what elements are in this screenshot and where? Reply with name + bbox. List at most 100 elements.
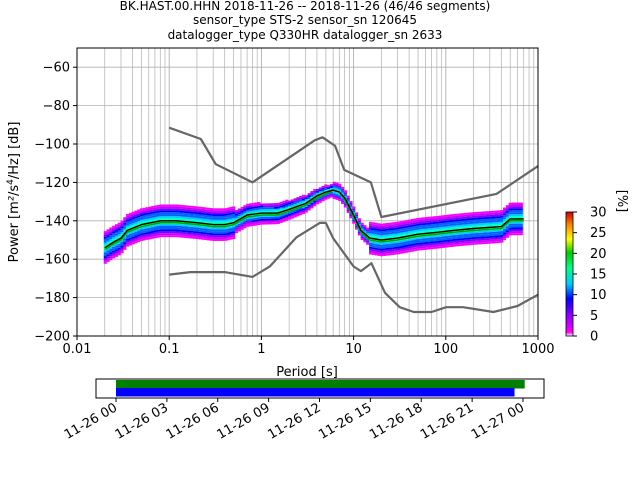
psd-heatmap-cell — [396, 240, 401, 243]
psd-heatmap-cell — [145, 214, 149, 217]
psd-heatmap-cell — [156, 212, 160, 215]
timeline-tick-label: 11-26 18 — [367, 400, 425, 442]
psd-heatmap-cell — [181, 233, 186, 236]
psd-heatmap-cell — [262, 222, 266, 225]
psd-heatmap-cell — [357, 231, 361, 234]
psd-heatmap-cell — [399, 246, 403, 248]
psd-heatmap-cell — [449, 233, 454, 236]
psd-heatmap-cell — [329, 184, 333, 187]
psd-heatmap-cell — [271, 220, 275, 223]
psd-heatmap-cell — [288, 202, 292, 205]
psd-heatmap-cell — [511, 210, 515, 213]
timeline-tick-label: 11-27 00 — [469, 400, 527, 442]
psd-heatmap-cell — [349, 202, 353, 205]
psd-heatmap-cell — [304, 197, 308, 200]
psd-heatmap-cell — [212, 239, 216, 241]
psd-heatmap-cell — [374, 230, 378, 233]
psd-heatmap-cell — [332, 195, 336, 198]
new-high-noise-model — [168, 126, 539, 219]
psd-heatmap-cell — [449, 241, 454, 244]
psd-heatmap-cell — [444, 226, 448, 229]
psd-heatmap-cell — [444, 236, 448, 238]
psd-heatmap-cell — [405, 245, 409, 247]
psd-heatmap-cell — [117, 241, 121, 244]
psd-heatmap-cell — [503, 232, 507, 235]
psd-heatmap-cell — [137, 234, 141, 237]
psd-heatmap-cell — [243, 205, 247, 208]
psd-heatmap-cell — [433, 227, 437, 230]
psd-heatmap-cell — [226, 234, 230, 237]
psd-heatmap-cell — [441, 224, 445, 227]
psd-heatmap-cell — [477, 215, 481, 218]
psd-heatmap-cell — [193, 217, 197, 220]
psd-heatmap-cell — [449, 235, 454, 238]
psd-heatmap-cell — [391, 247, 395, 250]
psd-heatmap-cell — [461, 226, 465, 229]
psd-heatmap-cell — [274, 206, 278, 209]
psd-heatmap-cell — [447, 245, 451, 248]
psd-heatmap-cell — [165, 206, 169, 209]
psd-heatmap-cell — [246, 205, 250, 208]
psd-heatmap-cell — [444, 243, 448, 246]
psd-heatmap-cell — [215, 219, 219, 222]
psd-heatmap-cell — [463, 222, 468, 225]
psd-heatmap-cell — [165, 231, 169, 234]
psd-heatmap-cell — [332, 185, 336, 188]
psd-heatmap-cell — [430, 224, 434, 227]
psd-heatmap-cell — [109, 235, 113, 238]
psd-heatmap-cell — [310, 206, 314, 209]
psd-heatmap-cell — [424, 242, 428, 244]
psd-heatmap-cell — [352, 208, 356, 211]
psd-heatmap-cell — [237, 223, 241, 226]
psd-heatmap-cell — [341, 200, 345, 203]
psd-heatmap-cell — [173, 217, 177, 220]
psd-heatmap-cell — [416, 225, 420, 228]
psd-heatmap-cell — [131, 225, 135, 228]
psd-heatmap-cell — [209, 221, 213, 224]
psd-heatmap-cell — [137, 230, 141, 233]
psd-heatmap-cell — [461, 238, 465, 241]
psd-heatmap-cell — [463, 234, 468, 236]
psd-heatmap-cell — [382, 223, 387, 226]
psd-heatmap-cell — [346, 209, 350, 212]
psd-heatmap-cell — [126, 242, 130, 245]
psd-heatmap-cell — [366, 229, 370, 232]
psd-heatmap-cell — [265, 214, 269, 217]
psd-heatmap-cell — [480, 221, 484, 224]
psd-heatmap-cell — [483, 219, 487, 221]
psd-heatmap-cell — [117, 228, 121, 231]
psd-heatmap-cell — [422, 230, 426, 233]
psd-heatmap-cell — [167, 233, 172, 236]
psd-heatmap-cell — [254, 212, 258, 214]
psd-heatmap-cell — [176, 223, 180, 226]
psd-heatmap-cell — [469, 223, 473, 226]
psd-heatmap-cell — [449, 243, 454, 246]
psd-heatmap-cell — [128, 222, 132, 225]
psd-heatmap-cell — [391, 249, 395, 252]
psd-heatmap-cell — [112, 225, 116, 228]
psd-heatmap-cell — [352, 212, 356, 215]
psd-heatmap-cell — [126, 217, 130, 220]
psd-heatmap-cell — [198, 208, 202, 211]
psd-heatmap-cell — [103, 233, 107, 235]
psd-heatmap-cell — [137, 217, 141, 220]
psd-heatmap-cell — [301, 208, 306, 211]
psd-heatmap-cell — [176, 210, 180, 213]
psd-heatmap-cell — [419, 227, 423, 230]
psd-heatmap-cell — [274, 208, 278, 211]
psd-heatmap-cell — [276, 206, 280, 209]
psd-heatmap-cell — [212, 216, 216, 218]
psd-heatmap-cell — [388, 249, 392, 252]
psd-heatmap-cell — [212, 221, 216, 224]
psd-heatmap-cell — [229, 231, 233, 234]
psd-heatmap-cell — [237, 210, 241, 213]
psd-heatmap-cell — [207, 234, 211, 237]
psd-heatmap-cell — [508, 204, 512, 207]
psd-heatmap-cell — [240, 214, 244, 217]
psd-heatmap-cell — [290, 214, 294, 217]
psd-heatmap-cell — [162, 216, 166, 218]
psd-heatmap-cell — [103, 234, 107, 237]
psd-heatmap-cell — [516, 212, 521, 215]
psd-heatmap-cell — [151, 213, 155, 216]
psd-heatmap-cell — [394, 231, 398, 234]
